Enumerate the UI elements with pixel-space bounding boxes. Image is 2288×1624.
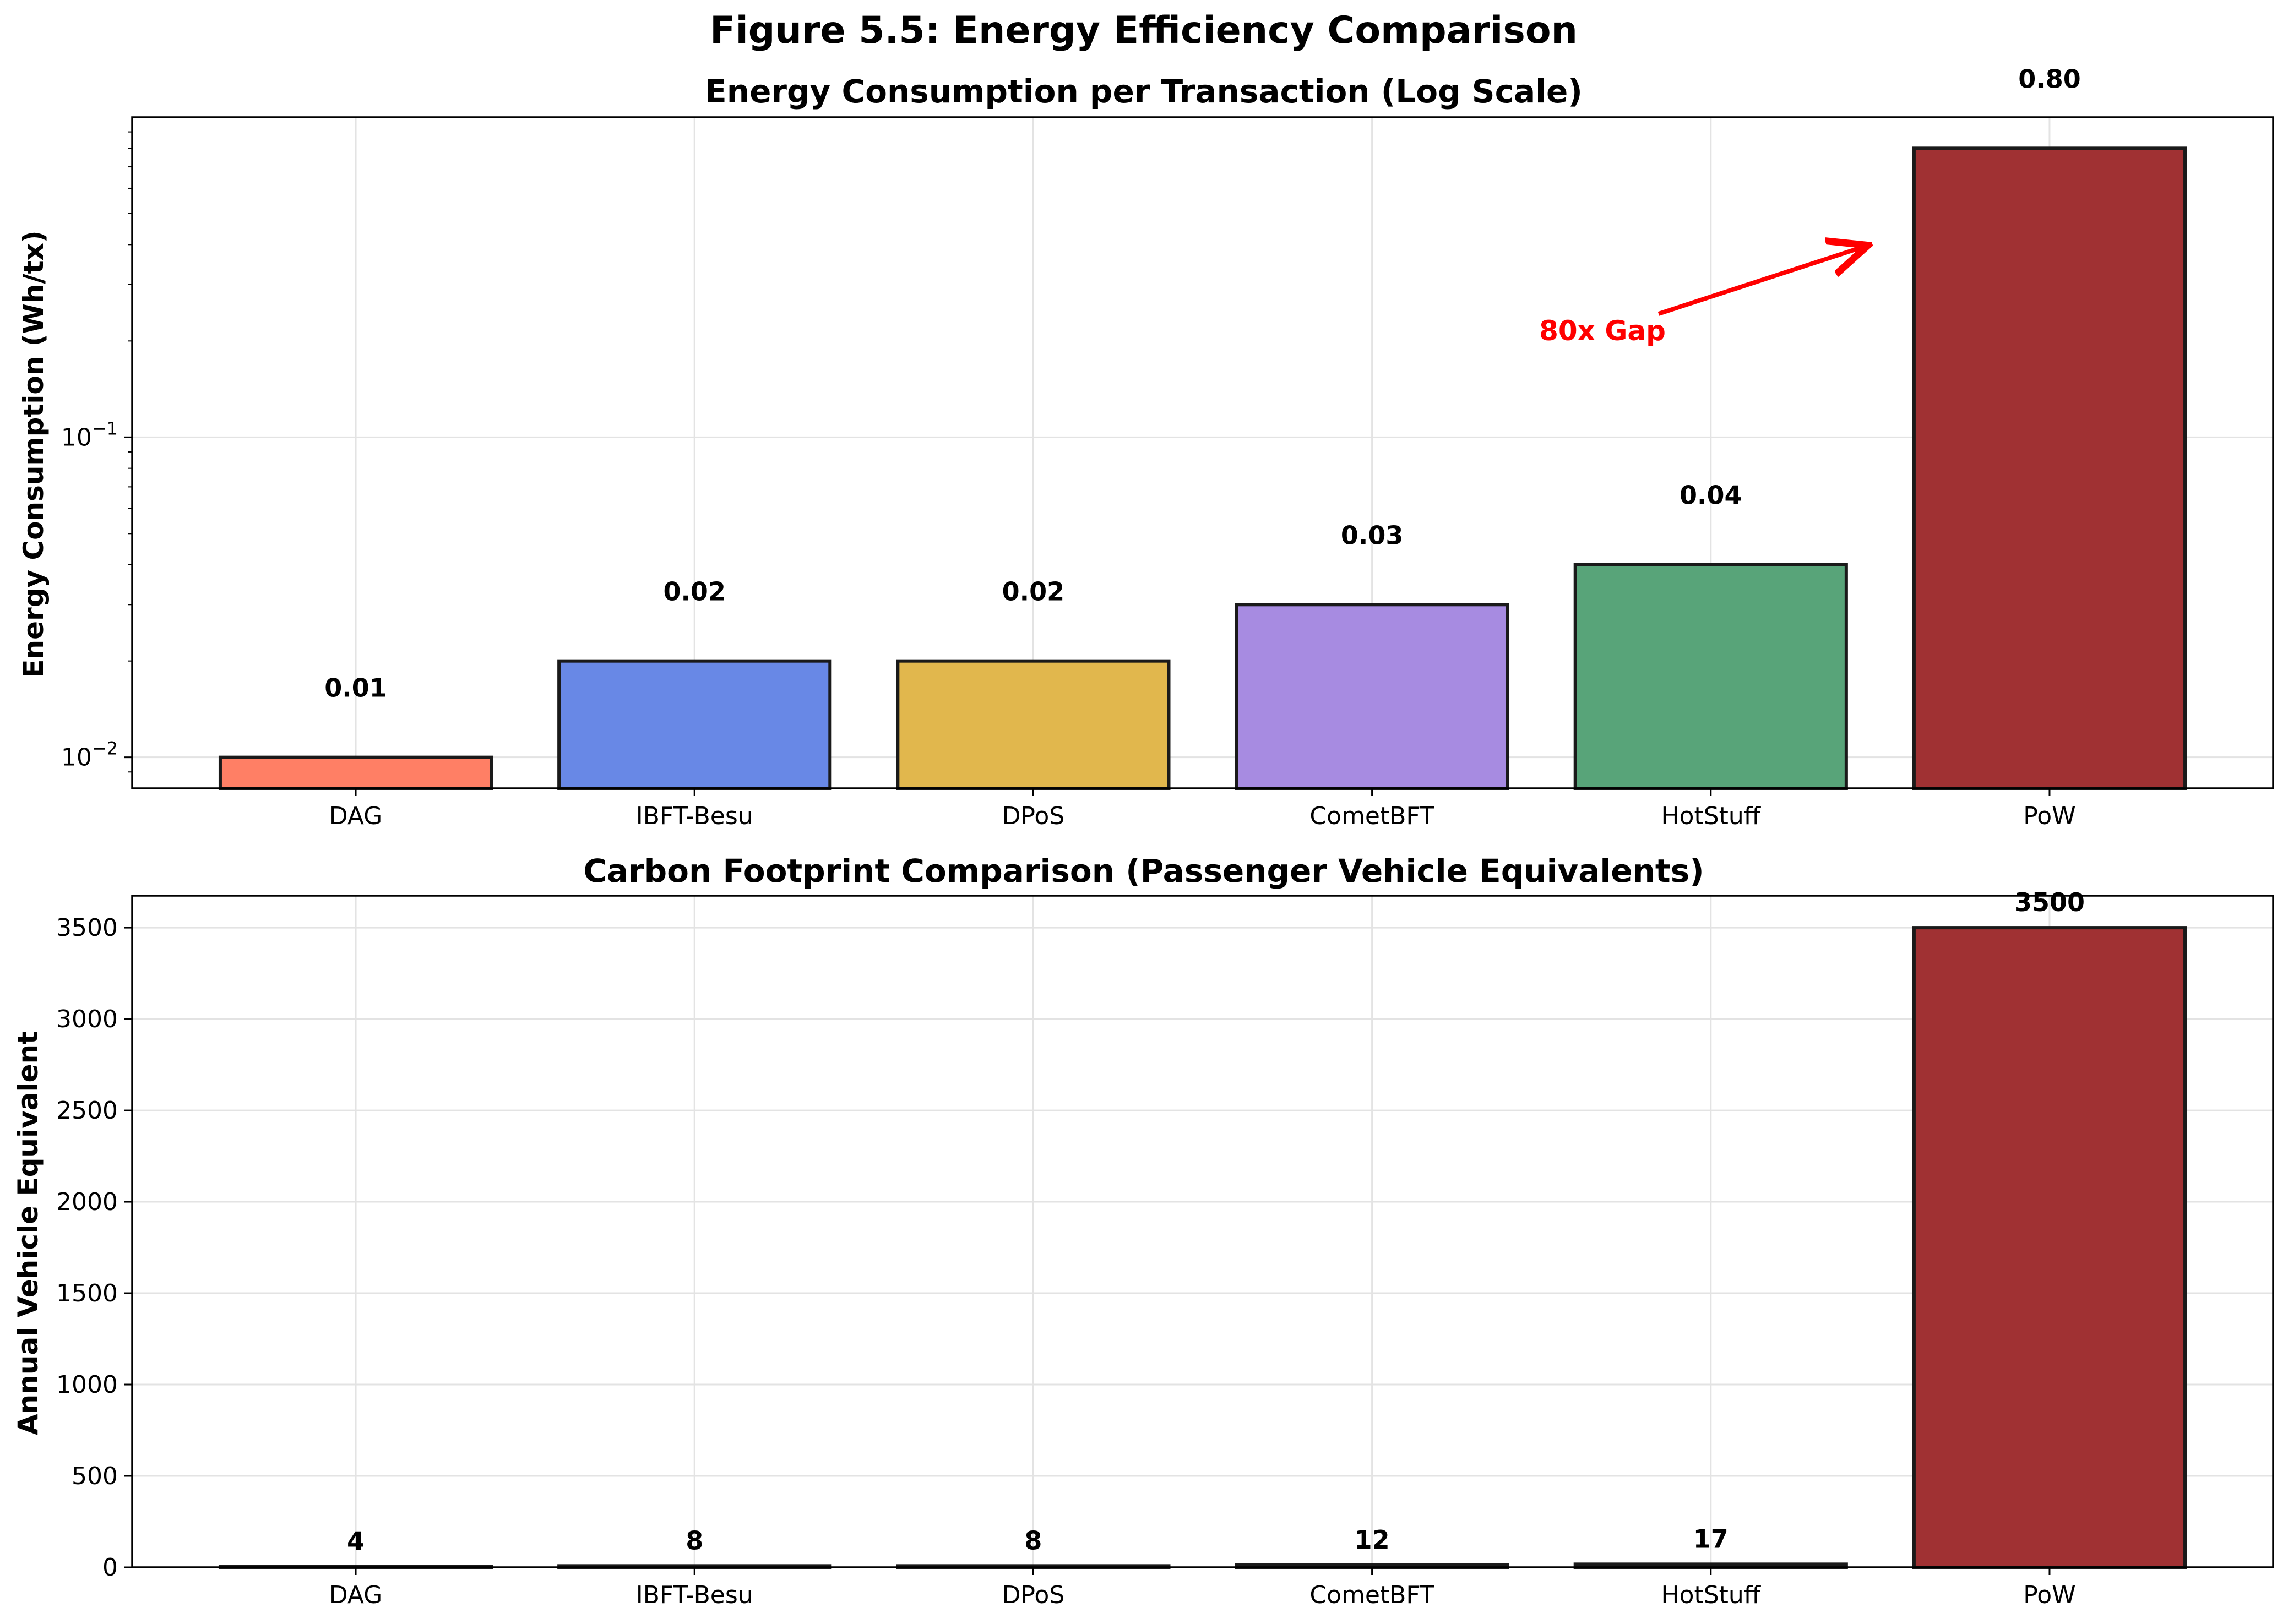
energy-value-label: 0.03 [1341, 520, 1404, 550]
carbon-y-tick-label: 2500 [56, 1097, 118, 1125]
carbon-x-tick-label: IBFT-Besu [636, 1581, 753, 1609]
energy-bar-cometbft [1235, 603, 1509, 790]
carbon-x-tick-label: DPoS [1002, 1581, 1065, 1609]
energy-value-label: 0.80 [2018, 64, 2081, 94]
gap-annotation-text: 80x Gap [1539, 315, 1666, 347]
carbon-y-tick-label: 3000 [56, 1005, 118, 1033]
carbon-value-label: 3500 [2014, 887, 2085, 917]
carbon-value-label: 8 [686, 1525, 703, 1555]
energy-value-label: 0.04 [1680, 481, 1742, 510]
energy-y-tick-label: 10−2 [61, 738, 118, 772]
energy-x-tick-label: DPoS [1002, 802, 1065, 830]
energy-consumption-panel: Energy Consumption per Transaction (Log … [18, 64, 2274, 830]
carbon-x-tick-label: CometBFT [1309, 1581, 1434, 1609]
carbon-bar-pow [1912, 926, 2187, 1569]
carbon-y-tick-label: 500 [72, 1462, 118, 1490]
energy-y-axis-label: Energy Consumption (Wh/tx) [18, 230, 50, 678]
energy-plot-area: 0.01 0.02 0.02 0.03 0.04 0.80 DAG IBFT-Besu DPoS… [61, 64, 2274, 830]
carbon-y-tick-label: 0 [102, 1554, 118, 1582]
energy-value-label: 0.02 [1002, 577, 1065, 607]
carbon-chart-title: Carbon Footprint Comparison (Passenger V… [583, 852, 1704, 890]
energy-value-label: 0.02 [663, 577, 726, 607]
gap-annotation-arrow [1657, 247, 1864, 316]
energy-bar-pow [1912, 146, 2187, 791]
carbon-value-label: 12 [1355, 1525, 1390, 1555]
energy-plot-frame [131, 116, 2274, 789]
carbon-y-tick-label: 1000 [56, 1371, 118, 1399]
energy-bar-hotstuff [1573, 563, 1848, 790]
energy-bar-dpos [896, 659, 1171, 791]
carbon-y-tick-label: 2000 [56, 1188, 118, 1216]
energy-bar-dag [218, 755, 493, 791]
energy-value-label: 0.01 [324, 673, 387, 703]
carbon-y-tick-label: 1500 [56, 1279, 118, 1307]
carbon-footprint-panel: Carbon Footprint Comparison (Passenger V… [12, 852, 2274, 1609]
carbon-plot-frame [131, 895, 2274, 1568]
carbon-x-tick-label: PoW [2023, 1581, 2075, 1609]
carbon-x-tick-label: HotStuff [1661, 1581, 1761, 1609]
energy-chart-title: Energy Consumption per Transaction (Log … [705, 73, 1583, 110]
energy-bar-ibft-besu [557, 659, 832, 791]
carbon-y-tick-label: 3500 [56, 914, 118, 942]
carbon-x-tick-label: DAG [329, 1581, 383, 1609]
carbon-value-label: 8 [1024, 1525, 1042, 1555]
energy-x-tick-label: DAG [329, 802, 383, 830]
figure-title: Figure 5.5: Energy Efficiency Comparison [710, 9, 1578, 52]
carbon-value-label: 4 [347, 1527, 365, 1556]
energy-x-tick-label: PoW [2023, 802, 2075, 830]
energy-x-tick-label: IBFT-Besu [636, 802, 753, 830]
carbon-value-label: 17 [1693, 1524, 1729, 1554]
carbon-y-axis-label: Annual Vehicle Equivalent [12, 1031, 44, 1435]
energy-x-tick-label: HotStuff [1661, 802, 1761, 830]
energy-x-tick-label: CometBFT [1309, 802, 1434, 830]
carbon-plot-area: 4 8 8 12 17 3500 DAG IBFT-Besu DPoS CometBFT HotSt… [56, 887, 2274, 1609]
energy-y-tick-label: 10−1 [61, 418, 118, 451]
